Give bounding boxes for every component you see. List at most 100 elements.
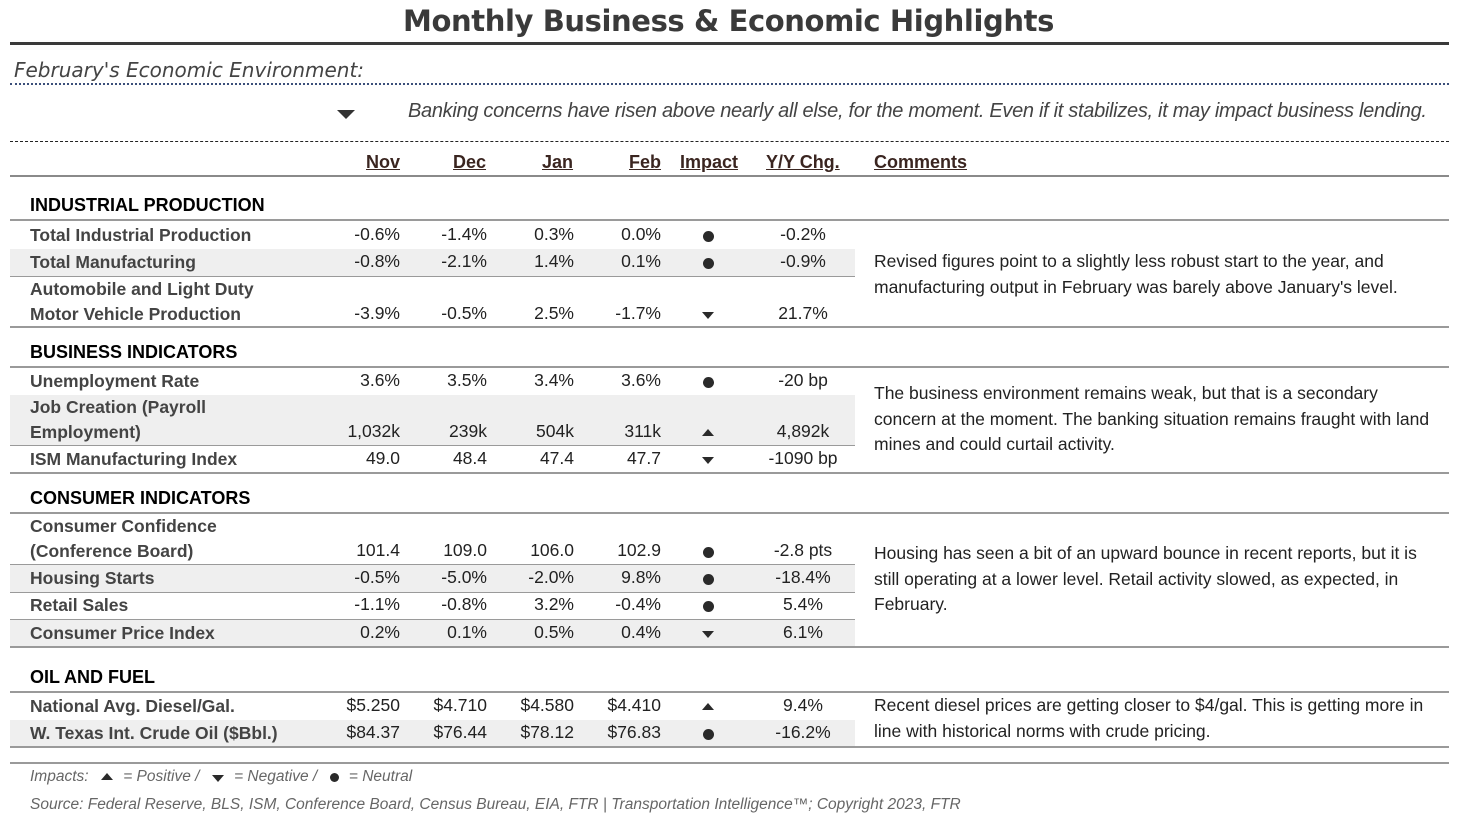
- header-divider: [10, 175, 1449, 177]
- cell-feb: 102.9: [617, 540, 661, 560]
- row-divider: [10, 619, 855, 620]
- section-divider: [10, 691, 1449, 693]
- cell-nov: 1,032k: [347, 421, 400, 441]
- cell-jan: 1.4%: [534, 251, 574, 271]
- cell-yoy: -18.4%: [775, 567, 831, 587]
- section-comment: The business environment remains weak, b…: [874, 383, 1430, 454]
- row-label: Total Industrial Production: [30, 225, 252, 245]
- cell-dec: -1.4%: [441, 224, 487, 244]
- cell-jan: 0.3%: [534, 224, 574, 244]
- section-end-divider: [10, 326, 1449, 328]
- cell-jan: 3.4%: [534, 370, 574, 390]
- cell-jan: 2.5%: [534, 303, 574, 323]
- cell-yoy: 9.4%: [783, 695, 823, 715]
- cell-nov: -0.8%: [354, 251, 400, 271]
- cell-nov: -0.5%: [354, 567, 400, 587]
- cell-feb: $76.83: [607, 722, 661, 742]
- col-header-dec: Dec: [453, 152, 487, 172]
- cell-yoy: -20 bp: [778, 370, 828, 390]
- row-label: ISM Manufacturing Index: [30, 449, 238, 469]
- cell-dec: 109.0: [443, 540, 487, 560]
- row-shade: [10, 565, 855, 592]
- cell-feb: 3.6%: [621, 370, 661, 390]
- negative-down-triangle-icon: [702, 312, 714, 319]
- col-header-nov: Nov: [366, 152, 401, 172]
- legend-up-triangle-icon: [100, 772, 113, 780]
- positive-up-triangle-icon: [702, 703, 714, 710]
- cell-jan: 47.4: [539, 448, 574, 468]
- cell-jan: 504k: [536, 421, 574, 441]
- section-title: BUSINESS INDICATORS: [30, 342, 238, 362]
- headline-divider: [10, 141, 1449, 142]
- row-divider: [10, 276, 855, 277]
- cell-feb: 0.0%: [621, 224, 661, 244]
- negative-down-triangle-icon: [702, 631, 714, 638]
- down-triangle-icon: [337, 110, 355, 119]
- neutral-dot-icon: [703, 231, 714, 242]
- section-title: INDUSTRIAL PRODUCTION: [30, 195, 265, 215]
- col-header-yoy: Y/Y Chg.: [766, 152, 840, 172]
- row-label: Job Creation (Payroll Employment): [30, 397, 207, 442]
- cell-feb: -1.7%: [615, 303, 661, 323]
- source-note: Source: Federal Reserve, BLS, ISM, Confe…: [30, 796, 961, 813]
- legend-positive: = Positive /: [123, 768, 200, 785]
- page-title: Monthly Business & Economic Highlights: [403, 4, 1054, 38]
- section-divider: [10, 366, 1449, 368]
- positive-up-triangle-icon: [702, 429, 714, 436]
- section-comment: Recent diesel prices are getting closer …: [874, 695, 1424, 741]
- cell-nov: -0.6%: [354, 224, 400, 244]
- cell-feb: 47.7: [626, 448, 661, 468]
- row-label: Retail Sales: [30, 595, 129, 615]
- cell-yoy: -1090 bp: [768, 448, 838, 468]
- row-label: Automobile and Light Duty Motor Vehicle …: [30, 279, 254, 324]
- neutral-dot-icon: [703, 601, 714, 612]
- section-comment: Housing has seen a bit of an upward boun…: [874, 543, 1417, 614]
- cell-nov: -3.9%: [354, 303, 400, 323]
- cell-yoy: -2.8 pts: [773, 540, 833, 560]
- row-label: National Avg. Diesel/Gal.: [30, 696, 235, 716]
- section-title: OIL AND FUEL: [30, 667, 155, 687]
- cell-yoy: 4,892k: [776, 421, 830, 441]
- cell-yoy: -16.2%: [775, 722, 831, 742]
- cell-yoy: -0.9%: [780, 251, 826, 271]
- cell-dec: $76.44: [433, 722, 487, 742]
- cell-dec: $4.710: [433, 695, 487, 715]
- cell-feb: 0.1%: [621, 251, 661, 271]
- headline-text: Banking concerns have risen above nearly…: [408, 100, 1427, 122]
- cell-dec: -5.0%: [441, 567, 487, 587]
- cell-dec: 3.5%: [447, 370, 487, 390]
- row-label: Consumer Price Index: [30, 623, 215, 643]
- cell-jan: 3.2%: [534, 594, 574, 614]
- impact-legend: Impacts: = Positive / = Negative / = Neu…: [30, 768, 412, 786]
- cell-jan: -2.0%: [528, 567, 574, 587]
- cell-jan: 106.0: [530, 540, 574, 560]
- cell-feb: -0.4%: [615, 594, 661, 614]
- row-divider: [10, 592, 855, 593]
- subtitle-divider: [10, 83, 1449, 85]
- cell-nov: 0.2%: [360, 622, 400, 642]
- col-header-feb: Feb: [629, 152, 662, 172]
- row-label: W. Texas Int. Crude Oil ($Bbl.): [30, 723, 278, 743]
- neutral-dot-icon: [703, 377, 714, 388]
- section-title: CONSUMER INDICATORS: [30, 488, 251, 508]
- row-shade: [10, 395, 855, 445]
- section-end-divider: [10, 472, 1449, 474]
- section-divider: [10, 219, 1449, 221]
- cell-yoy: 5.4%: [783, 594, 823, 614]
- cell-feb: 311k: [624, 421, 661, 441]
- section-comment: Revised figures point to a slightly less…: [874, 251, 1398, 297]
- cell-jan: 0.5%: [534, 622, 574, 642]
- cell-nov: $84.37: [346, 722, 400, 742]
- row-divider: [10, 564, 855, 565]
- cell-nov: 3.6%: [360, 370, 400, 390]
- col-header-impact: Impact: [680, 152, 739, 172]
- cell-dec: -0.5%: [441, 303, 487, 323]
- cell-yoy: 21.7%: [778, 303, 828, 323]
- row-label: Unemployment Rate: [30, 371, 200, 391]
- legend-dot-icon: [329, 772, 339, 782]
- row-divider: [10, 445, 855, 446]
- row-label: Total Manufacturing: [30, 252, 196, 272]
- negative-down-triangle-icon: [702, 457, 714, 464]
- neutral-dot-icon: [703, 547, 714, 558]
- neutral-dot-icon: [703, 258, 714, 269]
